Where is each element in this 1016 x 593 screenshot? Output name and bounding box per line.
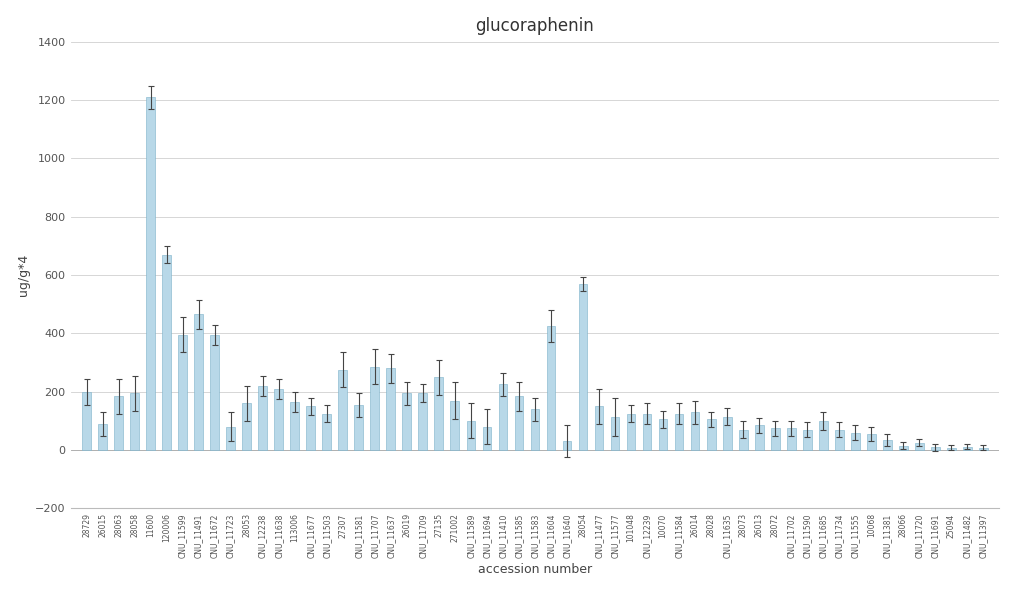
Bar [979,448,988,450]
Bar [819,421,828,450]
Title: glucoraphenin: glucoraphenin [475,17,594,34]
Bar [722,416,732,450]
Bar [707,419,715,450]
Bar [963,447,971,450]
Bar [786,428,796,450]
Bar [514,396,523,450]
Bar [338,370,347,450]
Bar [210,335,219,450]
Bar [867,434,876,450]
Bar [643,414,651,450]
Bar [947,448,956,450]
Bar [450,400,459,450]
Bar [258,386,267,450]
Bar [675,414,684,450]
Bar [771,428,779,450]
X-axis label: accession number: accession number [478,563,592,576]
Bar [578,284,587,450]
Bar [835,430,843,450]
Y-axis label: ug/g*4: ug/g*4 [16,254,29,296]
Bar [883,440,892,450]
Bar [163,254,171,450]
Bar [227,427,235,450]
Bar [914,443,924,450]
Bar [739,430,748,450]
Bar [803,430,812,450]
Bar [402,393,411,450]
Bar [114,396,123,450]
Bar [322,414,331,450]
Bar [291,402,299,450]
Bar [178,335,187,450]
Bar [691,412,699,450]
Bar [658,419,668,450]
Bar [547,326,556,450]
Bar [371,367,379,450]
Bar [130,393,139,450]
Bar [594,406,604,450]
Bar [99,424,107,450]
Bar [386,368,395,450]
Bar [419,393,428,450]
Bar [627,414,635,450]
Bar [82,392,91,450]
Bar [307,406,315,450]
Bar [850,432,860,450]
Bar [611,416,620,450]
Bar [243,403,251,450]
Bar [755,425,764,450]
Bar [435,377,443,450]
Bar [563,441,571,450]
Bar [466,421,475,450]
Bar [530,409,539,450]
Bar [146,97,155,450]
Bar [355,405,363,450]
Bar [899,446,907,450]
Bar [931,447,940,450]
Bar [194,314,203,450]
Bar [483,427,492,450]
Bar [274,389,283,450]
Bar [499,384,507,450]
